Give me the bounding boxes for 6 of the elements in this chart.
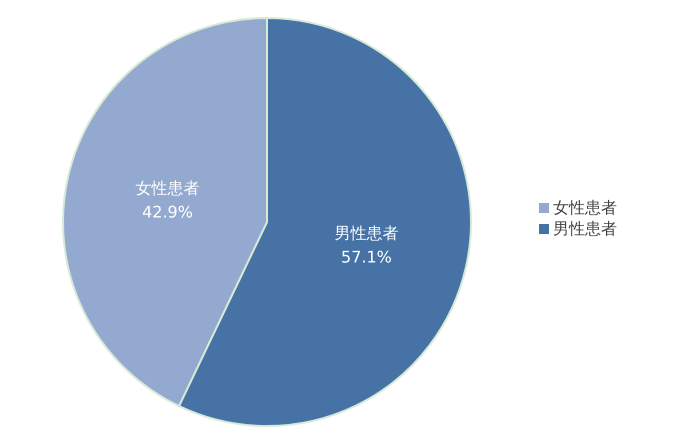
slice-label: 女性患者	[136, 178, 200, 198]
data-label: 42.9%	[142, 202, 193, 222]
slice-label: 男性患者	[334, 224, 398, 243]
legend-label: 男性患者	[553, 218, 617, 238]
legend-label: 女性患者	[553, 198, 617, 216]
data-label: 57.1%	[341, 248, 392, 267]
